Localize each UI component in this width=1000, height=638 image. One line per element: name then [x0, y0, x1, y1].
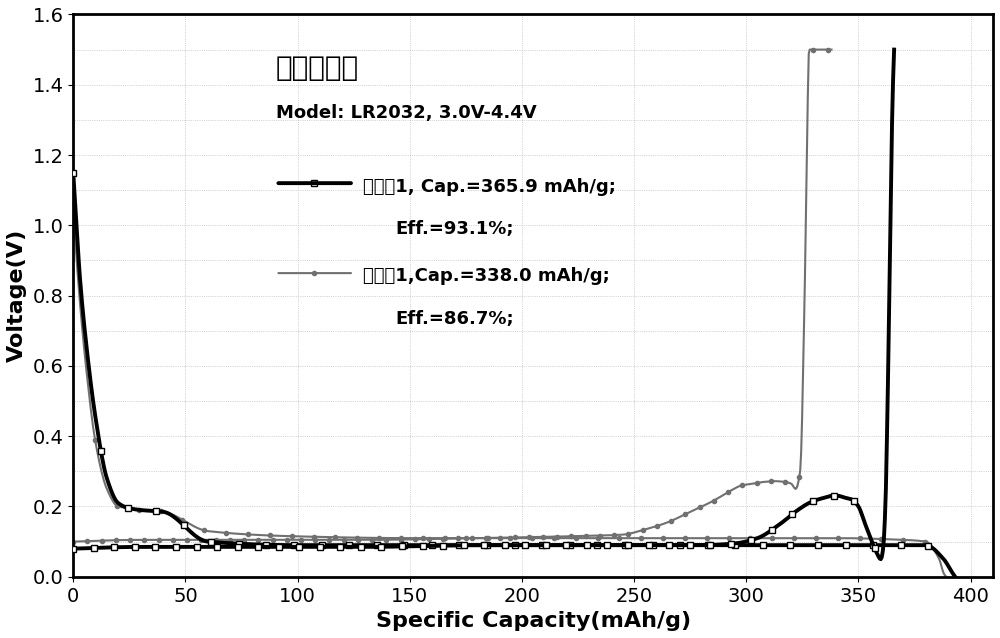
Text: 实施例1, Cap.=365.9 mAh/g;: 实施例1, Cap.=365.9 mAh/g;	[363, 177, 616, 195]
Text: 对比例1,Cap.=338.0 mAh/g;: 对比例1,Cap.=338.0 mAh/g;	[363, 267, 610, 285]
X-axis label: Specific Capacity(mAh/g): Specific Capacity(mAh/g)	[376, 611, 691, 631]
Text: Eff.=93.1%;: Eff.=93.1%;	[395, 219, 514, 238]
Text: Eff.=86.7%;: Eff.=86.7%;	[395, 309, 514, 328]
Text: 半电池性能: 半电池性能	[276, 54, 359, 82]
Y-axis label: Voltage(V): Voltage(V)	[7, 229, 27, 362]
Text: Model: LR2032, 3.0V-4.4V: Model: LR2032, 3.0V-4.4V	[276, 105, 536, 122]
